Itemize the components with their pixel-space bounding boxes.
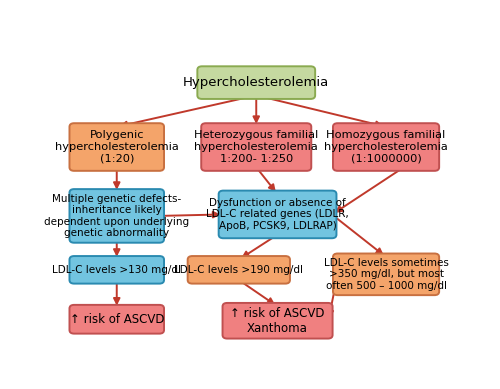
- FancyBboxPatch shape: [70, 305, 164, 334]
- Text: ↑ risk of ASCVD
Xanthoma: ↑ risk of ASCVD Xanthoma: [230, 307, 325, 335]
- Text: ↑ risk of ASCVD: ↑ risk of ASCVD: [70, 313, 164, 326]
- FancyBboxPatch shape: [198, 66, 315, 99]
- FancyBboxPatch shape: [70, 189, 164, 243]
- FancyBboxPatch shape: [333, 254, 439, 295]
- Text: LDL-C levels >130 mg/dl: LDL-C levels >130 mg/dl: [52, 265, 181, 275]
- Text: Hypercholesterolemia: Hypercholesterolemia: [183, 76, 330, 89]
- Text: LDL-C levels sometimes
>350 mg/dl, but most
often 500 – 1000 mg/dl: LDL-C levels sometimes >350 mg/dl, but m…: [324, 258, 448, 291]
- Text: Homozygous familial
hypercholesterolemia
(1:1000000): Homozygous familial hypercholesterolemia…: [324, 130, 448, 164]
- FancyBboxPatch shape: [218, 191, 336, 238]
- FancyBboxPatch shape: [222, 303, 332, 338]
- FancyBboxPatch shape: [333, 123, 439, 171]
- Text: Heterozygous familial
hypercholesterolemia
1:200- 1:250: Heterozygous familial hypercholesterolem…: [194, 130, 318, 164]
- Text: Multiple genetic defects-
inheritance likely
dependent upon underlying
genetic a: Multiple genetic defects- inheritance li…: [44, 193, 190, 238]
- FancyBboxPatch shape: [70, 123, 164, 171]
- FancyBboxPatch shape: [201, 123, 312, 171]
- Text: Polygenic
hypercholesterolemia
(1:20): Polygenic hypercholesterolemia (1:20): [55, 130, 178, 164]
- FancyBboxPatch shape: [188, 256, 290, 284]
- Text: Dysfunction or absence of
LDL-C related genes (LDLR,
ApoB, PCSK9, LDLRAP): Dysfunction or absence of LDL-C related …: [206, 198, 349, 231]
- Text: LDL-C levels >190 mg/dl: LDL-C levels >190 mg/dl: [174, 265, 304, 275]
- FancyBboxPatch shape: [70, 256, 164, 284]
